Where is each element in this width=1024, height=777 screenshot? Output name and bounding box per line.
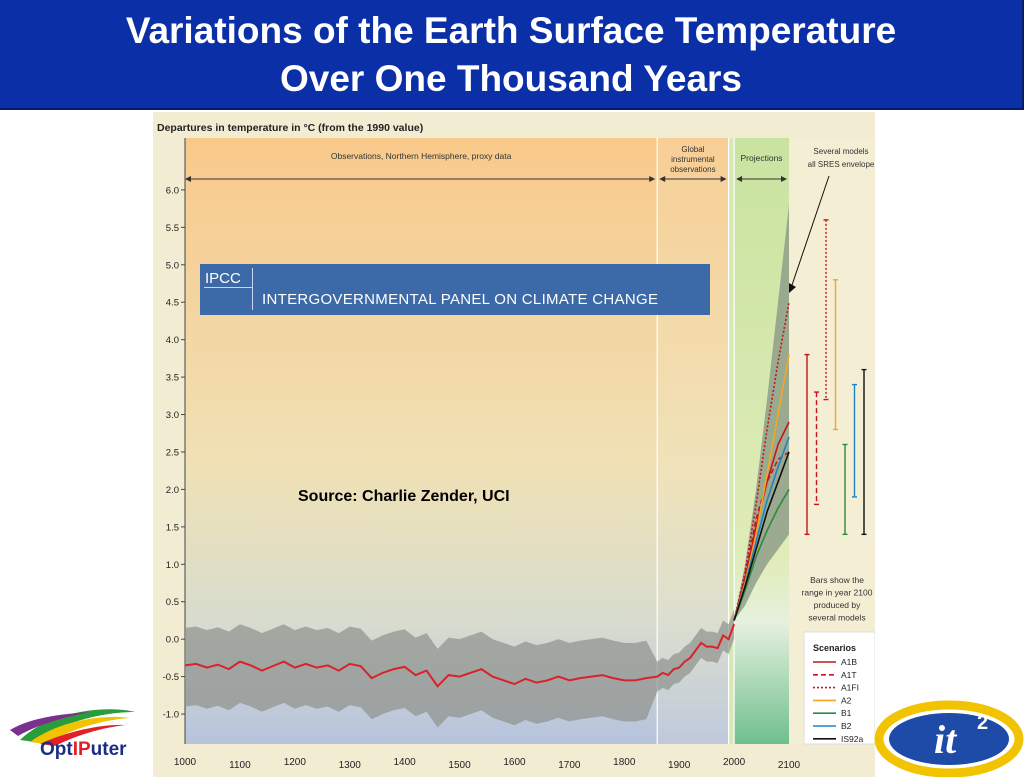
scenario-line-b1 xyxy=(733,489,790,621)
y-tick-label: 6.0 xyxy=(166,185,179,196)
optiputer-swoosh-green xyxy=(20,709,135,742)
region-label-instrumental: Global xyxy=(681,145,704,154)
ipcc-banner: IPCC INTERGOVERNMENTAL PANEL ON CLIMATE … xyxy=(200,264,710,315)
y-tick-label: 0.5 xyxy=(166,597,179,608)
region-label-projections: Projections xyxy=(741,153,783,163)
arrow-instrumental-head xyxy=(659,176,666,182)
optiputer-swoosh-red xyxy=(40,724,125,746)
x-tick-label: 1700 xyxy=(558,760,581,771)
x-tick-label: 1500 xyxy=(448,760,471,771)
arrow-projections-head xyxy=(781,176,787,182)
legend-label-b2: B2 xyxy=(841,721,852,731)
x-tick-label: 1300 xyxy=(339,760,362,771)
optiputer-swoosh-yellow xyxy=(30,716,130,744)
optiputer-text-b: IP xyxy=(73,739,91,760)
bars-note: Bars show the xyxy=(810,575,864,585)
observed-temperature-line xyxy=(184,623,736,688)
region-label-instrumental: observations xyxy=(670,165,715,174)
region-label-instrumental: instrumental xyxy=(671,155,715,164)
y-tick-label: -1.0 xyxy=(163,710,179,721)
x-tick-label: 1200 xyxy=(284,757,307,768)
scenario-line-a1fi xyxy=(733,302,790,621)
slide-title-line1: Variations of the Earth Surface Temperat… xyxy=(125,10,897,51)
legend-title: Scenarios xyxy=(813,643,856,653)
optiputer-text-a: Opt xyxy=(40,739,73,760)
legend-label-is92a: IS92a xyxy=(841,734,863,744)
it2-ring-yellow xyxy=(874,700,1024,777)
source-caption: Source: Charlie Zender, UCI xyxy=(298,488,510,505)
legend-label-b1: B1 xyxy=(841,708,852,718)
x-tick-label: 1600 xyxy=(503,757,526,768)
optiputer-text-c: uter xyxy=(91,739,128,760)
x-tick-label: 1800 xyxy=(613,757,636,768)
it2-superscript: 2 xyxy=(977,712,988,734)
y-tick-label: 4.0 xyxy=(166,335,179,346)
observed-uncertainty-band xyxy=(185,609,735,728)
projection-envelope xyxy=(734,204,789,621)
x-tick-label: 1900 xyxy=(668,760,691,771)
arrow-projections-head xyxy=(736,176,743,182)
arrow-instrumental-head xyxy=(720,176,727,182)
title-bar: Variations of the Earth Surface Temperat… xyxy=(0,0,1024,110)
legend-label-a2: A2 xyxy=(841,695,852,705)
region-label-proxy: Observations, Northern Hemisphere, proxy… xyxy=(331,151,512,161)
models-note-arrow xyxy=(790,175,830,289)
legend-label-a1b: A1B xyxy=(841,657,857,667)
y-tick-label: -0.5 xyxy=(163,672,179,683)
y-tick-label: 1.5 xyxy=(166,522,179,533)
temperature-chart: Departures in temperature in °C (from th… xyxy=(153,112,875,777)
bars-note: several models xyxy=(808,613,865,623)
models-note: all SRES envelope xyxy=(808,160,875,169)
y-tick-label: 0.0 xyxy=(166,635,179,646)
ipcc-divider-horizontal xyxy=(204,287,252,288)
x-tick-label: 1100 xyxy=(229,760,251,771)
ipcc-full-name: INTERGOVERNMENTAL PANEL ON CLIMATE CHANG… xyxy=(262,291,659,308)
y-tick-label: 5.0 xyxy=(166,260,179,271)
y-tick-label: 1.0 xyxy=(166,560,179,571)
y-tick-label: 3.5 xyxy=(166,373,179,384)
chart-title: Departures in temperature in °C (from th… xyxy=(157,122,423,134)
y-tick-label: 2.5 xyxy=(166,447,179,458)
y-tick-label: 4.5 xyxy=(166,298,179,309)
legend-label-a1t: A1T xyxy=(841,670,857,680)
x-tick-label: 2100 xyxy=(778,760,801,771)
models-note: Several models xyxy=(813,147,868,156)
ipcc-abbrev: IPCC xyxy=(205,270,241,287)
optiputer-swoosh-purple xyxy=(10,712,90,736)
arrow-proxy-head xyxy=(185,176,191,182)
y-tick-label: 5.5 xyxy=(166,223,179,234)
scenario-line-is92a xyxy=(733,451,790,621)
legend-label-a1fi: A1FI xyxy=(841,683,859,693)
y-tick-label: 2.0 xyxy=(166,485,179,496)
arrow-proxy-head xyxy=(649,176,656,182)
models-note-arrow-head xyxy=(789,283,796,293)
bars-note: produced by xyxy=(814,600,862,610)
it2-text: it xyxy=(934,717,958,762)
optiputer-logo: OptIPuter xyxy=(10,709,135,760)
x-tick-label: 1400 xyxy=(394,757,417,768)
it2-logo: it 2 xyxy=(874,700,1024,777)
slide-title-line2: Over One Thousand Years xyxy=(280,58,742,99)
x-tick-label: 1000 xyxy=(174,757,197,768)
ipcc-divider xyxy=(252,268,253,310)
it2-disc-blue xyxy=(889,713,1009,765)
x-tick-label: 2000 xyxy=(723,757,746,768)
region-gap xyxy=(728,138,735,744)
svg-text:OptIPuter: OptIPuter xyxy=(40,739,127,760)
bars-note: range in year 2100 xyxy=(802,588,873,598)
y-tick-label: 3.0 xyxy=(166,410,179,421)
